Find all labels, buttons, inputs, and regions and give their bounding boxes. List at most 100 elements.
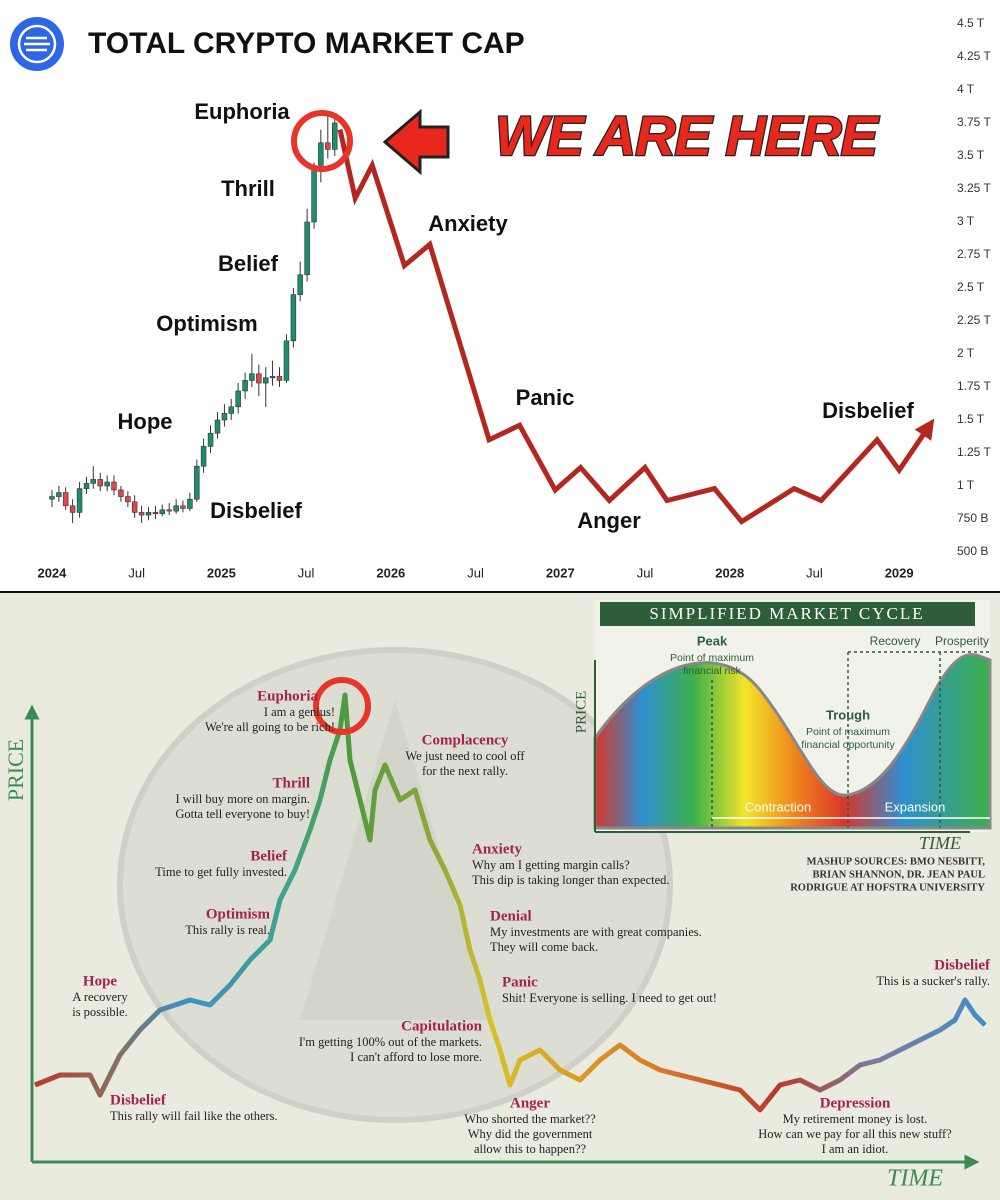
candle-body <box>159 509 165 515</box>
callout-text: WE ARE HERE <box>495 104 880 167</box>
inset-phase: Recovery <box>870 634 921 648</box>
y-tick-label: 1.5 T <box>957 412 985 426</box>
candle-body <box>90 479 97 484</box>
x-tick-label: 2024 <box>37 565 67 580</box>
stage-name: Optimism <box>206 906 271 922</box>
inset-note: Point of maximum <box>670 652 754 664</box>
x-tick-label: 2029 <box>885 565 914 580</box>
candle-body <box>283 340 290 381</box>
stage-name: Thrill <box>272 775 310 791</box>
time-label: TIME <box>887 1166 943 1192</box>
y-tick-label: 3.75 T <box>957 115 991 129</box>
candle-body <box>111 481 117 491</box>
candle-body <box>138 512 145 516</box>
stage-caption: My investments are with great companies. <box>490 925 702 939</box>
stage-name: Panic <box>502 974 538 990</box>
phase-label: Euphoria <box>194 99 290 124</box>
chart-title: TOTAL CRYPTO MARKET CAP <box>88 27 525 60</box>
inset-chart: SIMPLIFIED MARKET CYCLE PRICE TIME Peak … <box>573 600 992 893</box>
phase-label: Disbelief <box>822 398 914 423</box>
y-tick-label: 500 B <box>957 544 988 558</box>
candle-body <box>214 419 221 434</box>
candle-body <box>311 168 317 223</box>
stage-caption: A recovery <box>72 990 128 1004</box>
highlight-circle <box>291 110 353 172</box>
candle-body <box>187 498 193 509</box>
candle-body <box>221 413 228 421</box>
candle-body <box>263 377 269 384</box>
candle-body <box>152 512 159 515</box>
stage-caption: I am an idiot. <box>822 1142 889 1156</box>
stage-caption: This rally will fail like the others. <box>110 1109 278 1123</box>
y-tick-label: 3 T <box>957 214 975 228</box>
highlight-circle <box>313 677 371 735</box>
inset-phase: Contraction <box>745 799 811 814</box>
candle-body <box>56 492 62 497</box>
candle-body <box>200 446 207 467</box>
candle-body <box>62 492 69 507</box>
candle-body <box>97 479 103 487</box>
candle-body <box>228 406 234 414</box>
stage-caption: I will buy more on margin. <box>176 792 310 806</box>
stage-name: Anxiety <box>472 841 522 857</box>
phase-label: Disbelief <box>210 498 302 523</box>
stage-caption: This dip is taking longer than expected. <box>472 873 670 887</box>
stage-caption: I'm getting 100% out of the markets. <box>299 1035 482 1049</box>
stage-caption: Why did the government <box>468 1127 593 1141</box>
y-tick-label: 1.25 T <box>957 445 991 459</box>
x-tick-label: Jul <box>467 565 484 580</box>
stage-caption: This is a sucker's rally. <box>876 974 990 988</box>
stage-name: Hope <box>83 973 118 989</box>
x-tick-label: 2027 <box>546 565 575 580</box>
x-tick-label: Jul <box>298 565 315 580</box>
stage-caption: This rally is real. <box>185 923 270 937</box>
stage-caption: for the next rally. <box>422 764 508 778</box>
y-tick-label: 4 T <box>957 82 975 96</box>
phase-label: Thrill <box>221 176 275 201</box>
candle-body <box>207 432 214 447</box>
inset-note: financial opportunity <box>801 739 895 751</box>
x-tick-label: 2028 <box>715 565 744 580</box>
candle-body <box>304 221 310 276</box>
y-tick-label: 2.75 T <box>957 247 991 261</box>
y-tick-label: 1 T <box>957 478 975 492</box>
x-tick-label: Jul <box>806 565 823 580</box>
stage-caption: is possible. <box>72 1005 128 1019</box>
stage-name: Capitulation <box>401 1018 483 1034</box>
stage-caption: Who shorted the market?? <box>464 1112 596 1126</box>
inset-phase: Expansion <box>885 799 946 814</box>
y-tick-label: 1.75 T <box>957 379 991 393</box>
stage-caption: I can't afford to lose more. <box>350 1050 482 1064</box>
candle-body <box>325 142 331 150</box>
candle-body <box>269 376 276 379</box>
price-label: PRICE <box>3 739 28 801</box>
y-tick-label: 750 B <box>957 511 988 525</box>
candle-body <box>125 496 131 503</box>
phase-label: Hope <box>118 409 173 434</box>
stage-name: Anger <box>510 1095 550 1111</box>
stage-caption: Gotta tell everyone to buy! <box>175 807 310 821</box>
candle-body <box>83 483 90 489</box>
stage-caption: We're all going to be rich! <box>205 720 335 734</box>
inset-title: SIMPLIFIED MARKET CYCLE <box>649 604 924 623</box>
stage-name: Disbelief <box>934 957 991 973</box>
stage-caption: allow this to happen?? <box>474 1142 587 1156</box>
candle-body <box>69 505 76 513</box>
stage-name: Belief <box>250 848 288 864</box>
candle-body <box>49 496 55 500</box>
candle-body <box>242 380 248 392</box>
inset-banner <box>600 602 975 626</box>
candle-body <box>297 274 303 295</box>
candle-body <box>166 509 172 512</box>
x-tick-label: Jul <box>637 565 654 580</box>
inset-price-label: PRICE <box>573 691 589 734</box>
y-tick-label: 4.25 T <box>957 49 991 63</box>
candle-body <box>180 505 186 509</box>
y-tick-label: 3.25 T <box>957 181 991 195</box>
callout-arrow <box>382 108 450 176</box>
phase-label: Optimism <box>156 311 257 336</box>
candle-body <box>318 142 324 170</box>
y-tick-label: 2 T <box>957 346 975 360</box>
